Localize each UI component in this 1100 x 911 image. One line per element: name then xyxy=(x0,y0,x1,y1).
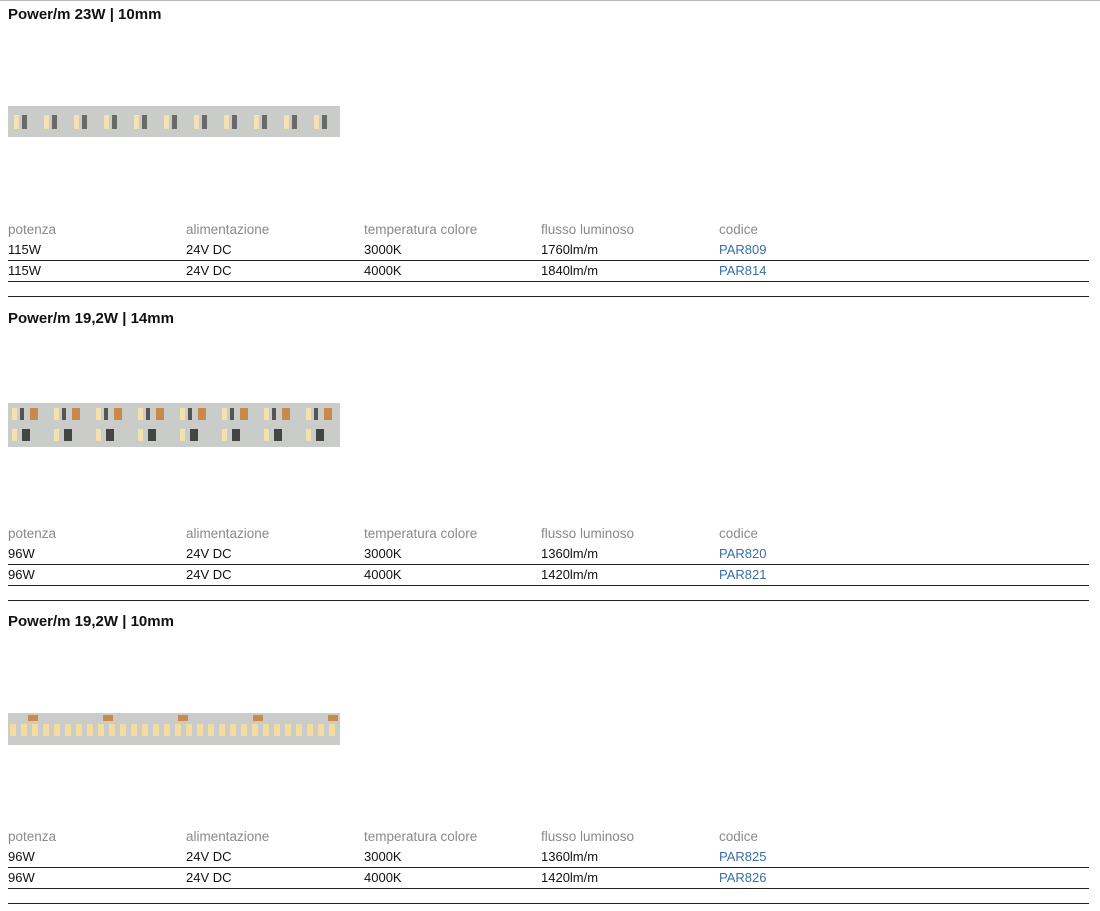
table-row: 115W 24V DC 4000K 1840lm/m PAR814 xyxy=(8,261,1089,282)
column-header: flusso luminoso xyxy=(541,526,635,541)
led-strip-image xyxy=(8,403,340,447)
table-cell: 1420lm/m xyxy=(541,567,599,582)
table-cell: 4000K xyxy=(364,263,402,278)
section-title: Power/m 19,2W | 10mm xyxy=(8,613,174,630)
section-title: Power/m 23W | 10mm xyxy=(8,6,162,23)
table-cell: 24V DC xyxy=(186,263,232,278)
column-header: codice xyxy=(719,222,759,237)
table-cell: 24V DC xyxy=(186,870,232,885)
column-header: codice xyxy=(719,829,759,844)
table-cell: 1360lm/m xyxy=(541,849,599,864)
section-title: Power/m 19,2W | 14mm xyxy=(8,310,174,327)
product-code-link[interactable]: PAR821 xyxy=(719,567,767,582)
spec-table: potenza alimentazione temperatura colore fl… xyxy=(8,827,1089,889)
table-cell: 24V DC xyxy=(186,242,232,257)
led-strip-image xyxy=(8,713,340,745)
table-row: 96W 24V DC 3000K 1360lm/m PAR820 xyxy=(8,544,1089,565)
spec-table: potenza alimentazione temperatura colore fl… xyxy=(8,220,1089,282)
table-header: potenza alimentazione temperatura colore fl… xyxy=(8,524,1089,544)
table-cell: 96W xyxy=(8,546,35,561)
table-cell: 96W xyxy=(8,849,35,864)
table-cell: 4000K xyxy=(364,870,402,885)
product-code-link[interactable]: PAR809 xyxy=(719,242,767,257)
table-row: 115W 24V DC 3000K 1760lm/m PAR809 xyxy=(8,240,1089,261)
table-header: potenza alimentazione temperatura colore fl… xyxy=(8,220,1089,240)
table-cell: 96W xyxy=(8,870,35,885)
top-divider xyxy=(0,0,1100,1)
section-divider xyxy=(8,903,1089,904)
column-header: potenza xyxy=(8,829,57,844)
table-cell: 1840lm/m xyxy=(541,263,599,278)
table-row: 96W 24V DC 4000K 1420lm/m PAR821 xyxy=(8,565,1089,586)
column-header: codice xyxy=(719,526,759,541)
column-header: flusso luminoso xyxy=(541,829,635,844)
product-code-link[interactable]: PAR825 xyxy=(719,849,767,864)
product-section: Power/m 19,2W | 10mm potenza alimentazione… xyxy=(8,607,1089,911)
table-cell: 115W xyxy=(8,242,41,257)
table-cell: 3000K xyxy=(364,849,402,864)
table-cell: 3000K xyxy=(364,242,402,257)
table-cell: 24V DC xyxy=(186,546,232,561)
column-header: potenza xyxy=(8,526,57,541)
table-cell: 96W xyxy=(8,567,35,582)
table-cell: 1760lm/m xyxy=(541,242,599,257)
column-header: alimentazione xyxy=(186,526,270,541)
table-header: potenza alimentazione temperatura colore fl… xyxy=(8,827,1089,847)
column-header: alimentazione xyxy=(186,829,270,844)
product-code-link[interactable]: PAR820 xyxy=(719,546,767,561)
table-cell: 1420lm/m xyxy=(541,870,599,885)
column-header: flusso luminoso xyxy=(541,222,635,237)
product-section: Power/m 23W | 10mm potenza alimentazione te… xyxy=(8,0,1089,304)
column-header: temperatura colore xyxy=(364,222,478,237)
product-code-link[interactable]: PAR814 xyxy=(719,263,767,278)
section-divider xyxy=(8,296,1089,297)
table-cell: 4000K xyxy=(364,567,402,582)
spec-table: potenza alimentazione temperatura colore fl… xyxy=(8,524,1089,586)
table-row: 96W 24V DC 3000K 1360lm/m PAR825 xyxy=(8,847,1089,868)
table-cell: 3000K xyxy=(364,546,402,561)
column-header: alimentazione xyxy=(186,222,270,237)
section-divider xyxy=(8,600,1089,601)
table-cell: 115W xyxy=(8,263,41,278)
column-header: potenza xyxy=(8,222,57,237)
table-cell: 24V DC xyxy=(186,567,232,582)
table-row: 96W 24V DC 4000K 1420lm/m PAR826 xyxy=(8,868,1089,889)
table-cell: 1360lm/m xyxy=(541,546,599,561)
product-section: Power/m 19,2W | 14mm potenza alimentazione… xyxy=(8,304,1089,608)
table-cell: 24V DC xyxy=(186,849,232,864)
led-strip-image xyxy=(8,106,340,137)
product-code-link[interactable]: PAR826 xyxy=(719,870,767,885)
column-header: temperatura colore xyxy=(364,526,478,541)
column-header: temperatura colore xyxy=(364,829,478,844)
